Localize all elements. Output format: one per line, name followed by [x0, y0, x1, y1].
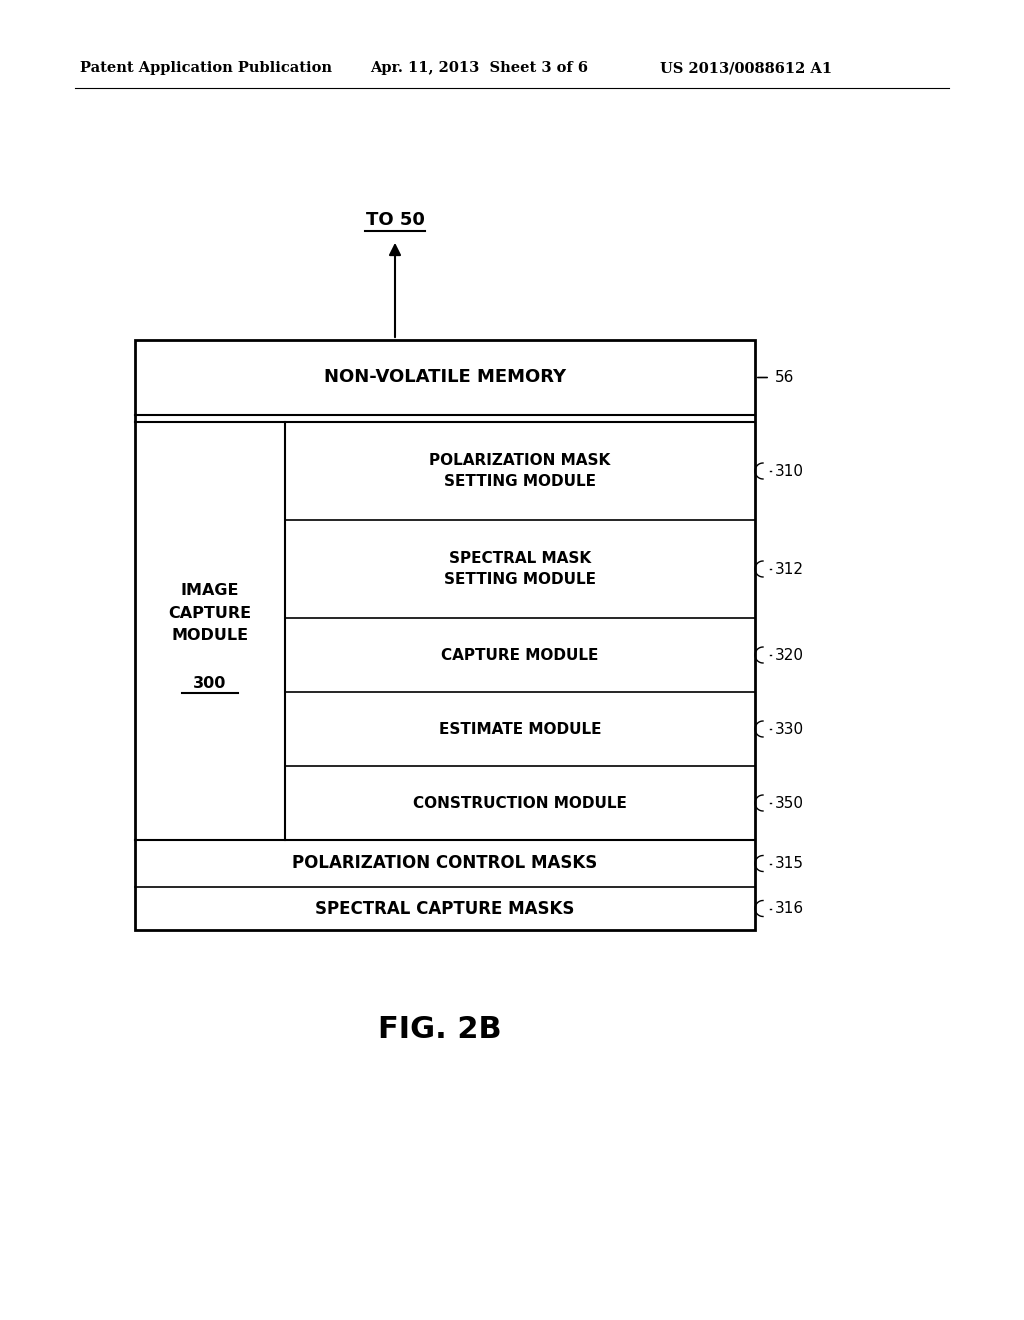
Text: 350: 350 [775, 796, 804, 810]
Bar [135, 341, 755, 931]
Text: 300: 300 [194, 676, 226, 690]
Text: POLARIZATION CONTROL MASKS: POLARIZATION CONTROL MASKS [293, 854, 598, 873]
Text: SPECTRAL CAPTURE MASKS: SPECTRAL CAPTURE MASKS [315, 899, 574, 917]
Text: IMAGE
CAPTURE
MODULE: IMAGE CAPTURE MODULE [168, 583, 252, 643]
Text: US 2013/0088612 A1: US 2013/0088612 A1 [660, 61, 833, 75]
Text: 56: 56 [775, 370, 795, 385]
Text: Apr. 11, 2013  Sheet 3 of 6: Apr. 11, 2013 Sheet 3 of 6 [370, 61, 588, 75]
Text: NON-VOLATILE MEMORY: NON-VOLATILE MEMORY [324, 368, 566, 387]
Text: 312: 312 [775, 561, 804, 577]
Text: SPECTRAL MASK
SETTING MODULE: SPECTRAL MASK SETTING MODULE [444, 550, 596, 587]
Text: CAPTURE MODULE: CAPTURE MODULE [441, 648, 599, 663]
Text: 310: 310 [775, 463, 804, 479]
Text: ESTIMATE MODULE: ESTIMATE MODULE [438, 722, 601, 737]
Text: Patent Application Publication: Patent Application Publication [80, 61, 332, 75]
Text: 330: 330 [775, 722, 804, 737]
Text: POLARIZATION MASK
SETTING MODULE: POLARIZATION MASK SETTING MODULE [429, 453, 610, 488]
Text: 315: 315 [775, 855, 804, 871]
Text: CONSTRUCTION MODULE: CONSTRUCTION MODULE [413, 796, 627, 810]
Text: 316: 316 [775, 902, 804, 916]
Text: FIG. 2B: FIG. 2B [378, 1015, 502, 1044]
Text: TO 50: TO 50 [366, 211, 424, 228]
Text: 320: 320 [775, 648, 804, 663]
